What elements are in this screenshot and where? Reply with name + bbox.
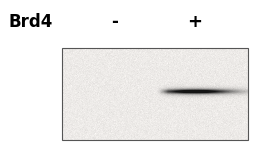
Text: -: - — [112, 13, 119, 31]
Text: Brd4: Brd4 — [8, 13, 52, 31]
Text: +: + — [187, 13, 202, 31]
Bar — [62, 48, 248, 140]
